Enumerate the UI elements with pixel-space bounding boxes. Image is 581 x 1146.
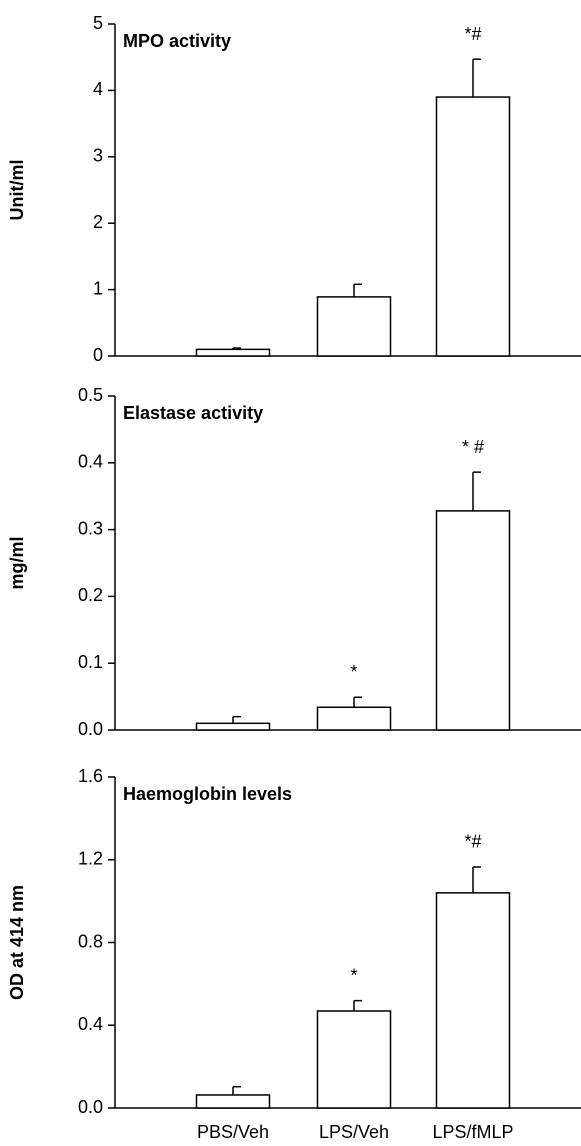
chart-title: Elastase activity (123, 403, 263, 423)
chart-title: MPO activity (123, 31, 231, 51)
bar (195, 722, 271, 731)
bar (435, 510, 511, 731)
y-axis-label: mg/ml (7, 536, 27, 589)
bar (435, 892, 511, 1109)
bar (195, 348, 271, 357)
chart-title: Haemoglobin levels (123, 784, 292, 804)
y-tick-label: 1.6 (78, 766, 103, 786)
bar (316, 1010, 392, 1109)
x-tick-label: LPS/Veh (319, 1122, 389, 1142)
y-tick-label: 1 (93, 278, 103, 298)
y-tick-label: 0.8 (78, 931, 103, 951)
y-tick-label: 0.3 (78, 518, 103, 538)
significance-label: * (350, 965, 357, 985)
y-tick-label: 0.1 (78, 652, 103, 672)
y-tick-label: 4 (93, 79, 103, 99)
y-tick-label: 2 (93, 212, 103, 232)
significance-label: * (350, 662, 357, 682)
y-axis-label: Unit/ml (7, 160, 27, 221)
y-tick-label: 5 (93, 13, 103, 33)
y-tick-label: 1.2 (78, 849, 103, 869)
y-tick-label: 3 (93, 146, 103, 166)
y-tick-label: 0.0 (78, 719, 103, 739)
y-tick-label: 0.0 (78, 1097, 103, 1117)
y-tick-label: 0 (93, 345, 103, 365)
y-axis-label: OD at 414 nm (7, 885, 27, 1000)
significance-label: *# (464, 24, 481, 44)
significance-label: * # (462, 437, 484, 457)
y-tick-label: 0.4 (78, 452, 103, 472)
bar (316, 706, 392, 731)
bar (195, 1094, 271, 1109)
bar (316, 296, 392, 357)
significance-label: *# (464, 832, 481, 852)
x-tick-label: PBS/Veh (197, 1122, 269, 1142)
x-tick-label: LPS/fMLP (432, 1122, 513, 1142)
y-tick-label: 0.4 (78, 1014, 103, 1034)
y-tick-label: 0.2 (78, 585, 103, 605)
bar (435, 96, 511, 357)
y-tick-label: 0.5 (78, 385, 103, 405)
